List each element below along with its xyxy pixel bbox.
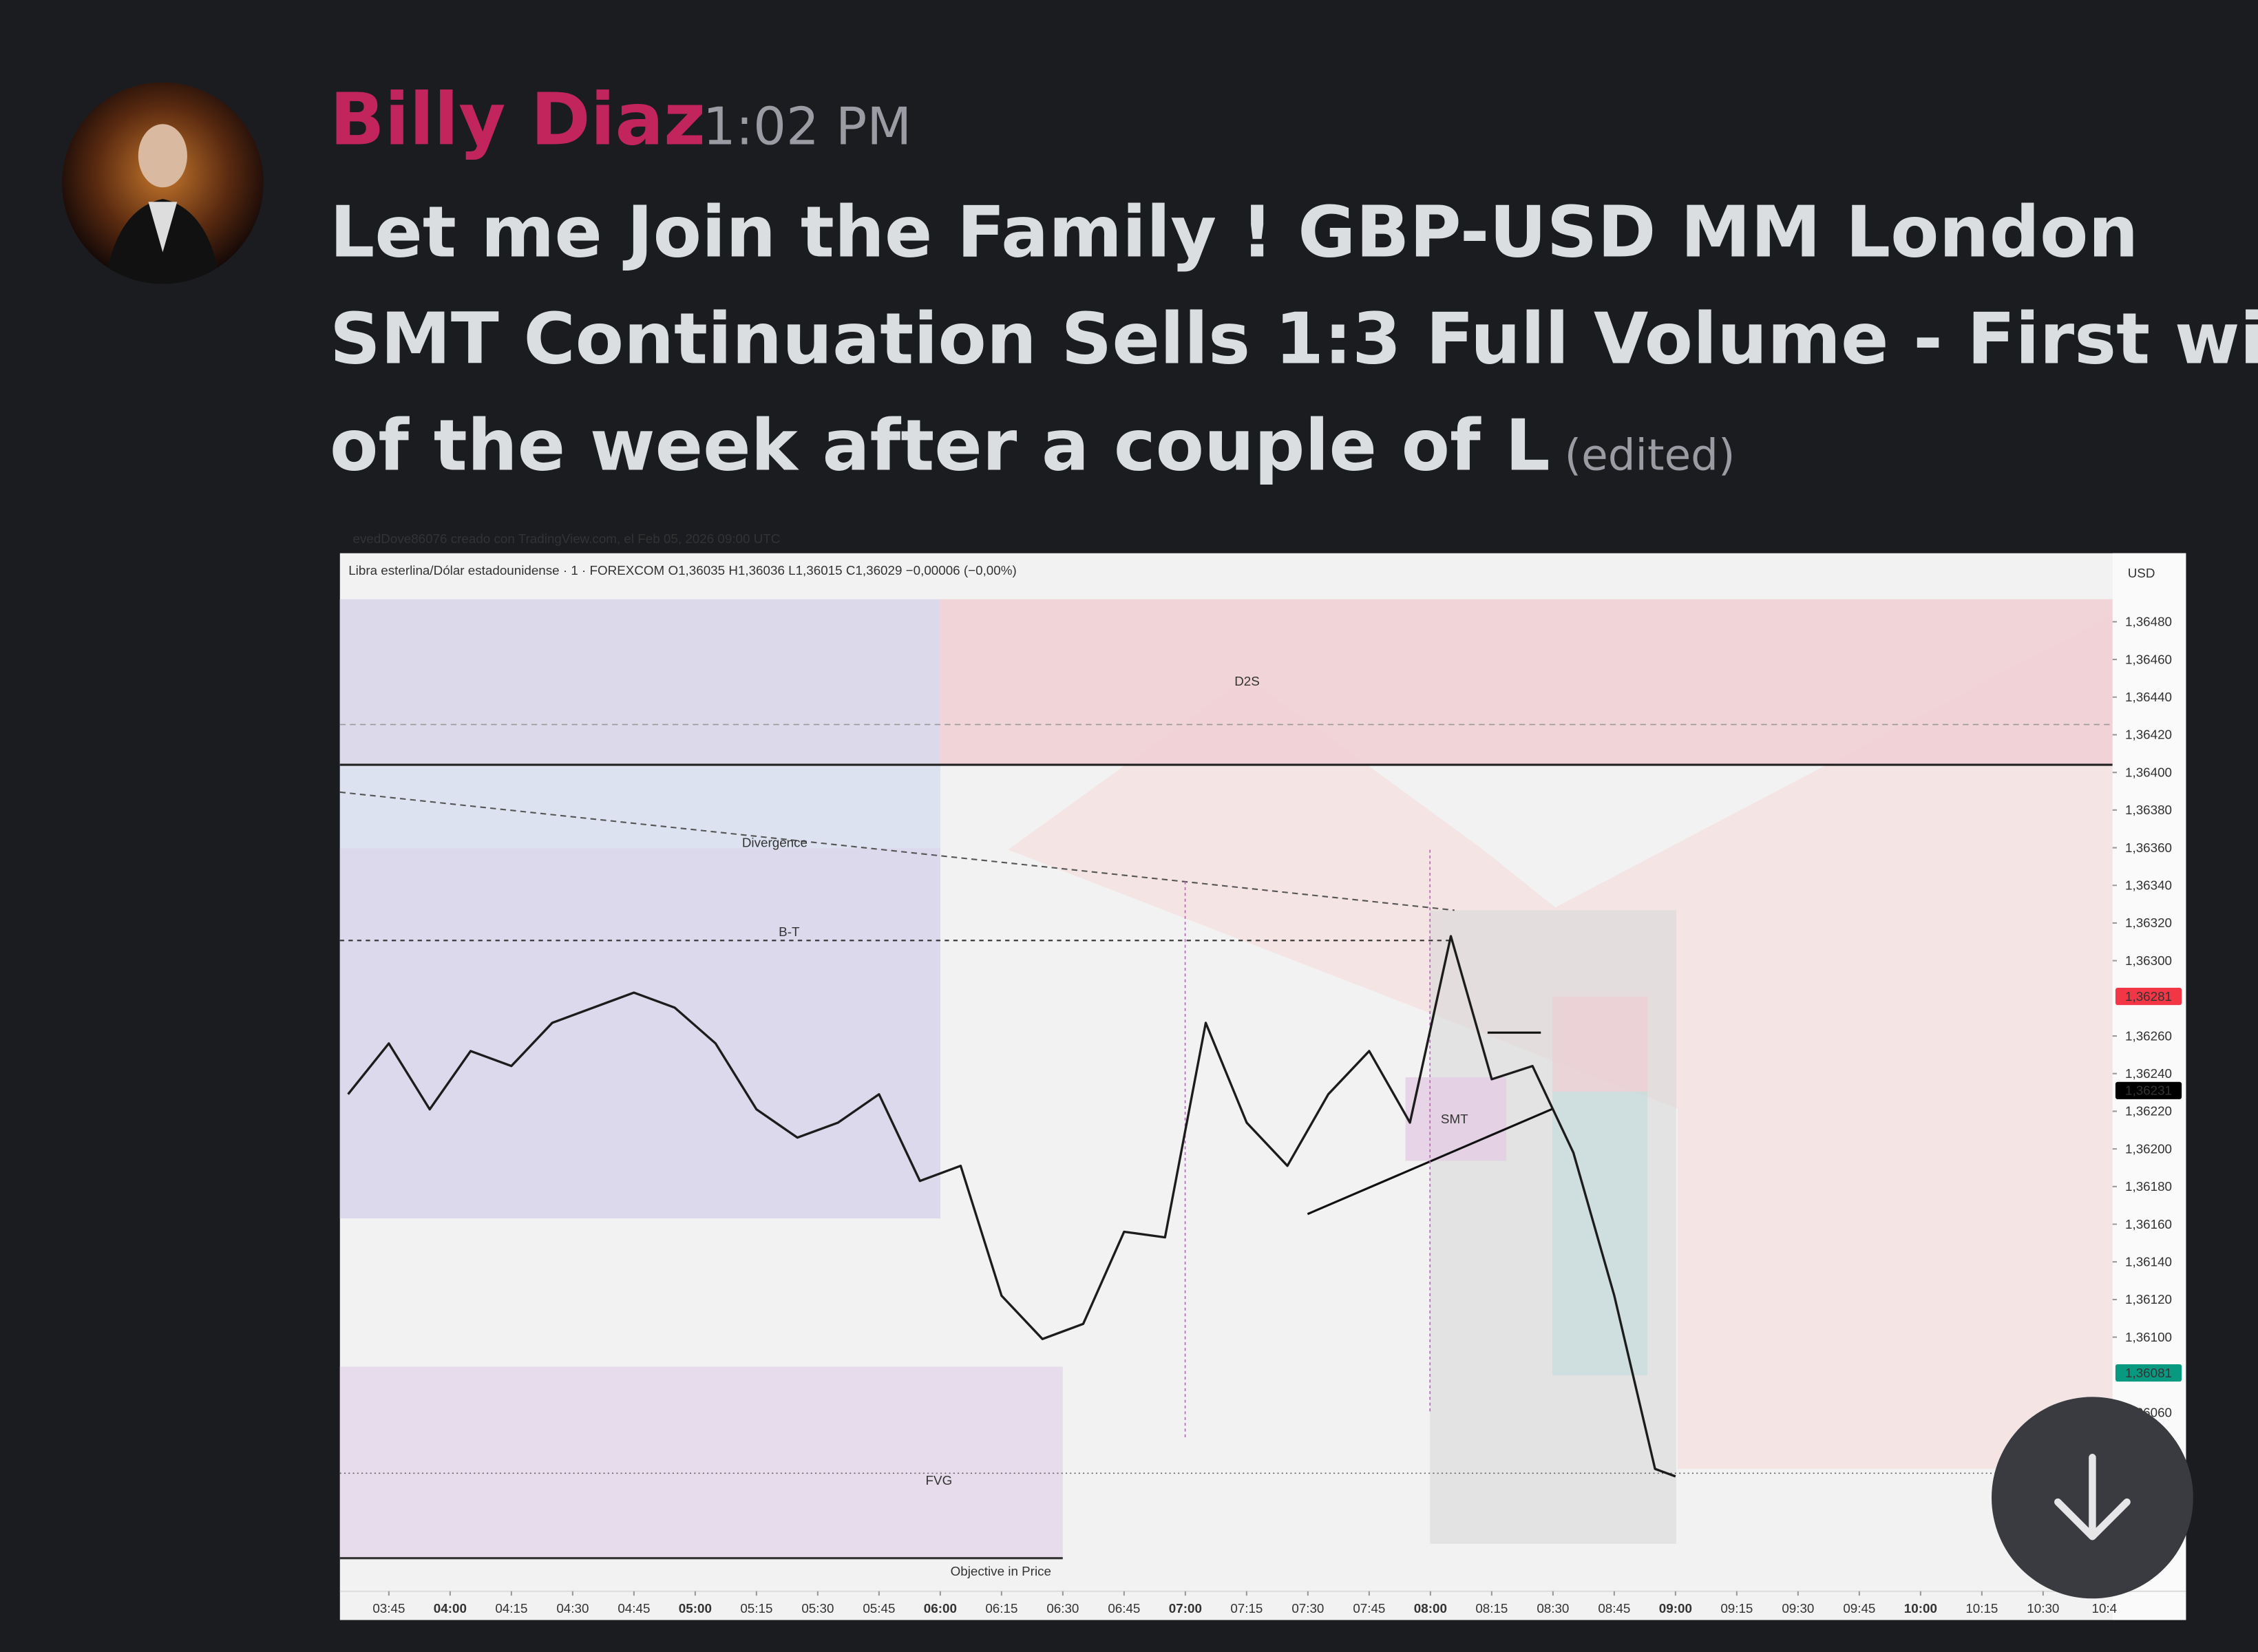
x-tick-label: 09:45 [1843,1601,1875,1616]
y-tick-label: 1,36240 [2125,1066,2172,1081]
arrow-icon[interactable] [2054,1454,2131,1540]
x-tick-label: 04:45 [618,1601,650,1616]
x-tick-label: 03:45 [372,1601,405,1616]
x-tick-label: 05:45 [863,1601,895,1616]
x-tick-label: 10:15 [1965,1601,1998,1616]
y-tick-label: 1,36120 [2125,1292,2172,1306]
currency: USD [2128,566,2155,580]
edited-tag: (edited) [1565,430,1735,480]
timestamp: 1:02 PM [703,96,911,157]
x-tick-label: 06:30 [1046,1601,1079,1616]
y-tick-label: 1,36440 [2125,690,2172,704]
y-tick-label: 1,36400 [2125,765,2172,779]
x-tick-label: 05:30 [801,1601,834,1616]
x-tick-label: 08:45 [1598,1601,1630,1616]
x-tick-label: 09:15 [1720,1601,1753,1616]
x-tick-label: 05:15 [740,1601,772,1616]
x-tick-label: 06:15 [985,1601,1017,1616]
x-tick-label: 10:30 [2027,1601,2059,1616]
x-tick-label: 07:15 [1230,1601,1263,1616]
chart-image[interactable]: Libra esterlina/Dólar estadounidense · 1… [339,553,2186,1620]
price-line [347,935,1676,1478]
x-tick-label: 04:00 [434,1601,467,1616]
price-marker-label: 1,36081 [2125,1366,2172,1380]
x-tick-label: 09:00 [1659,1601,1692,1616]
chart-watermark: evedDove86076 creado con TradingView.com… [353,531,781,546]
avatar[interactable] [61,82,264,288]
y-tick-label: 1,36180 [2125,1179,2172,1194]
price-marker [2115,1364,2182,1382]
y-tick-label: 1,36360 [2125,840,2172,855]
author-name[interactable]: Billy Diaz [330,78,706,162]
x-tick-label: 09:30 [1782,1601,1814,1616]
message-line: of the week after a couple of L [330,405,1550,487]
x-tick-label: 04:15 [495,1601,527,1616]
annotation: D2S [1234,674,1260,688]
price-marker [2115,988,2182,1006]
y-tick-label: 1,36480 [2125,615,2172,629]
annotation: Objective in Price [951,1564,1051,1578]
x-tick-label: 10:4 [2092,1601,2118,1616]
x-tick-label: 07:30 [1291,1601,1324,1616]
x-tick-label: 08:00 [1414,1601,1447,1616]
x-tick-label: 07:00 [1169,1601,1202,1616]
price-marker-label: 1,36281 [2125,989,2172,1004]
x-tick-label: 08:15 [1475,1601,1508,1616]
x-tick-label: 06:45 [1108,1601,1140,1616]
chart-header: Libra esterlina/Dólar estadounidense · 1… [348,563,1017,578]
divergence-line [339,791,1455,911]
x-tick-label: 10:00 [1904,1601,1937,1616]
price-marker-label: 1,36231 [2125,1083,2172,1098]
y-tick-label: 1,36100 [2125,1330,2172,1344]
zone [1552,996,1648,1092]
x-tick-label: 04:30 [556,1601,589,1616]
price-marker [2115,1081,2182,1099]
y-tick-label: 1,36380 [2125,803,2172,817]
y-tick-label: 1,36160 [2125,1217,2172,1231]
annotation: Divergence [742,835,808,849]
zone [1552,1091,1648,1376]
x-tick-label: 05:00 [679,1601,712,1616]
y-tick-label: 1,36260 [2125,1028,2172,1043]
annotation: FVG [926,1473,953,1487]
y-tick-label: 1,36420 [2125,728,2172,742]
x-tick-label: 08:30 [1537,1601,1569,1616]
annotation: B-T [779,924,800,939]
x-tick-label: 07:45 [1353,1601,1385,1616]
message-line: SMT Continuation Sells 1:3 Full Volume -… [330,298,2258,380]
zone [339,848,940,1219]
y-tick-label: 1,36220 [2125,1104,2172,1119]
x-tick-label: 06:00 [924,1601,957,1616]
y-tick-label: 1,36300 [2125,953,2172,968]
y-tick-label: 1,36200 [2125,1141,2172,1156]
y-tick-label: 1,36460 [2125,652,2172,666]
y-tick-label: 1,36340 [2125,878,2172,893]
message-line: Let me Join the Family ! GBP-USD MM Lond… [330,192,2138,274]
zone [1405,1077,1507,1161]
y-tick-label: 1,36140 [2125,1254,2172,1269]
annotation: SMT [1441,1112,1468,1126]
zone [339,1366,1063,1558]
scroll-down-button[interactable] [1992,1397,2193,1599]
y-tick-label: 1,36320 [2125,915,2172,930]
